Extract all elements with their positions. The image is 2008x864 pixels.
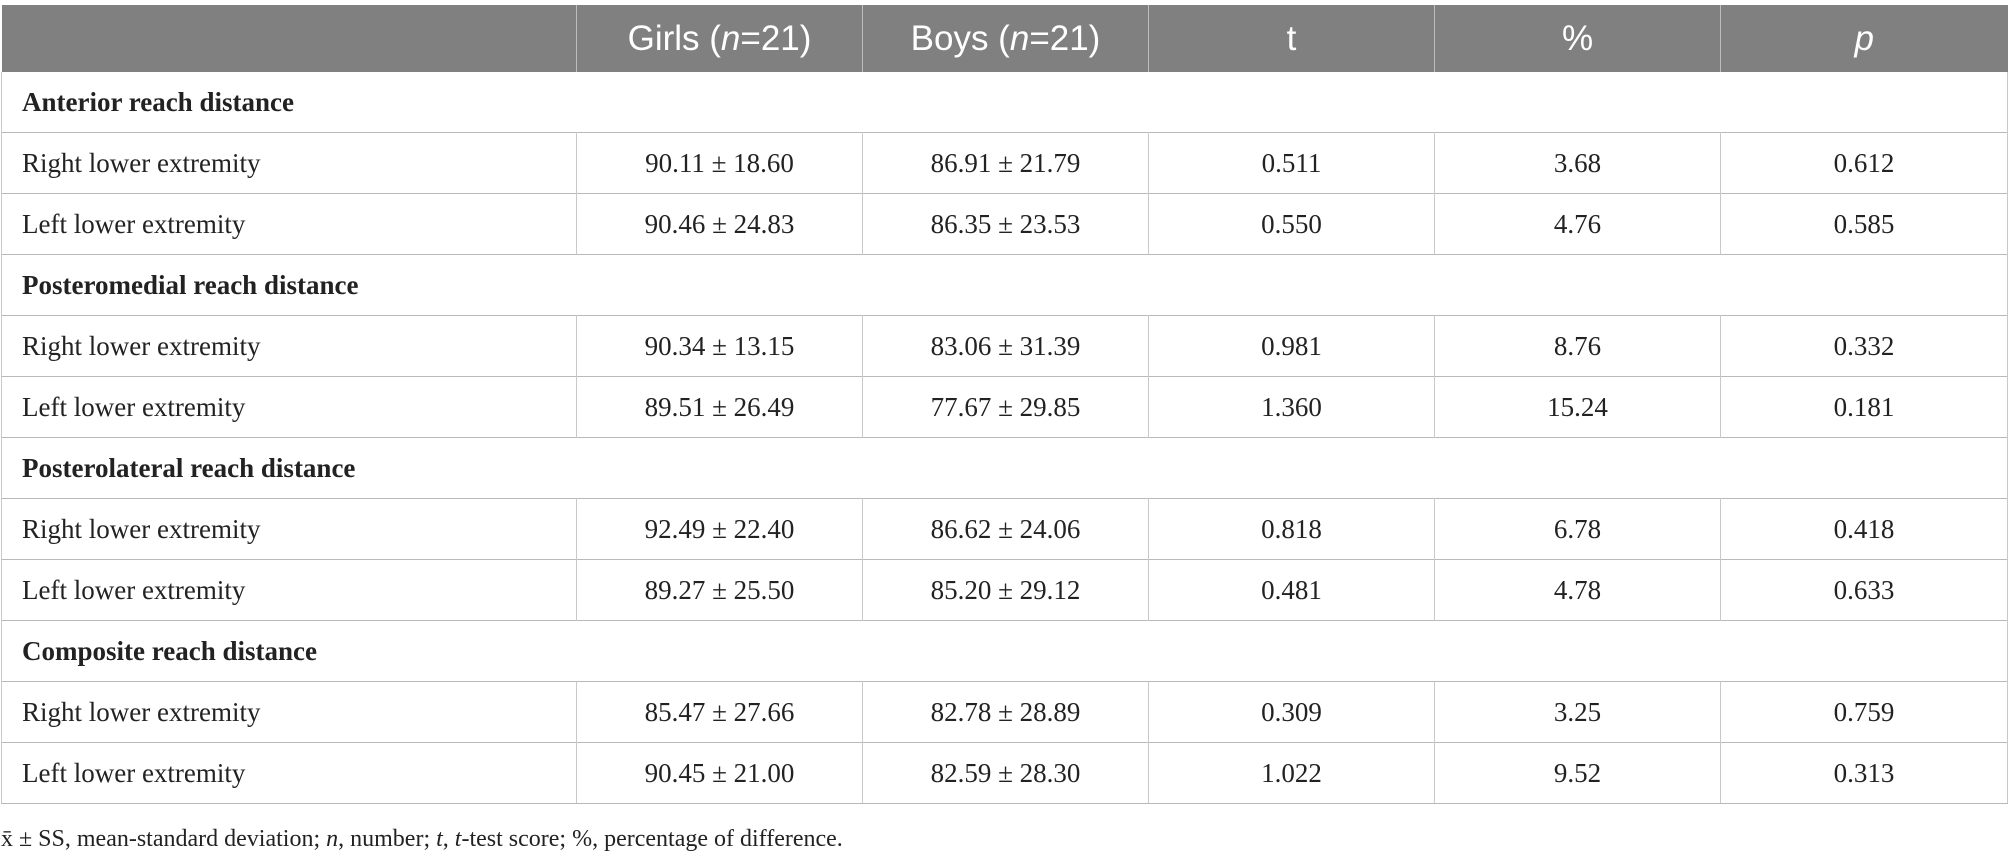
t-value: 0.818 bbox=[1148, 498, 1435, 560]
header-t: t bbox=[1148, 5, 1435, 72]
boys-value: 82.78 ± 28.89 bbox=[862, 681, 1149, 743]
section-title: Posteromedial reach distance bbox=[1, 254, 2008, 316]
t-value: 0.981 bbox=[1148, 315, 1435, 377]
footnote-part3: , bbox=[442, 826, 455, 852]
row-label: Left lower extremity bbox=[1, 559, 577, 621]
header-girls-suffix: =21) bbox=[740, 18, 812, 58]
footnote-n: n bbox=[326, 826, 339, 852]
table-row: Right lower extremity 90.34 ± 13.15 83.06 … bbox=[1, 315, 2008, 377]
table-row: Left lower extremity 89.51 ± 26.49 77.67 ±… bbox=[1, 376, 2008, 438]
boys-value: 82.59 ± 28.30 bbox=[862, 742, 1149, 804]
boys-value: 86.62 ± 24.06 bbox=[862, 498, 1149, 560]
row-label: Left lower extremity bbox=[1, 376, 577, 438]
header-p: p bbox=[1720, 5, 2008, 72]
girls-value: 92.49 ± 22.40 bbox=[576, 498, 863, 560]
p-value: 0.585 bbox=[1720, 193, 2008, 255]
section-title: Posterolateral reach distance bbox=[1, 437, 2008, 499]
header-boys: Boys (n=21) bbox=[862, 5, 1149, 72]
results-table: Girls (n=21) Boys (n=21) t % p Anterior … bbox=[1, 5, 2008, 804]
section-row: Composite reach distance bbox=[1, 620, 2008, 682]
t-value: 0.511 bbox=[1148, 132, 1435, 194]
table-row: Right lower extremity 85.47 ± 27.66 82.78 … bbox=[1, 681, 2008, 743]
p-value: 0.313 bbox=[1720, 742, 2008, 804]
p-value: 0.633 bbox=[1720, 559, 2008, 621]
footnote-part2: , number; bbox=[338, 826, 437, 852]
p-value: 0.759 bbox=[1720, 681, 2008, 743]
percent-value: 6.78 bbox=[1434, 498, 1721, 560]
p-value: 0.612 bbox=[1720, 132, 2008, 194]
footnote-part4: -test score; %, percentage of difference… bbox=[461, 826, 843, 852]
section-row: Posteromedial reach distance bbox=[1, 254, 2008, 316]
p-value: 0.418 bbox=[1720, 498, 2008, 560]
girls-value: 89.51 ± 26.49 bbox=[576, 376, 863, 438]
table-row: Left lower extremity 90.46 ± 24.83 86.35 ±… bbox=[1, 193, 2008, 255]
t-value: 1.022 bbox=[1148, 742, 1435, 804]
table-body: Anterior reach distance Right lower extre… bbox=[1, 72, 2008, 804]
p-value: 0.181 bbox=[1720, 376, 2008, 438]
header-girls-n: n bbox=[720, 18, 741, 58]
footnote-part1: x̄ ± SS, mean-standard deviation; bbox=[1, 826, 327, 852]
percent-value: 3.68 bbox=[1434, 132, 1721, 194]
table-row: Right lower extremity 92.49 ± 22.40 86.62 … bbox=[1, 498, 2008, 560]
percent-value: 4.78 bbox=[1434, 559, 1721, 621]
row-label: Left lower extremity bbox=[1, 742, 577, 804]
section-row: Anterior reach distance bbox=[1, 72, 2008, 133]
row-label: Left lower extremity bbox=[1, 193, 577, 255]
header-girls: Girls (n=21) bbox=[576, 5, 863, 72]
p-value: 0.332 bbox=[1720, 315, 2008, 377]
results-table-container: Girls (n=21) Boys (n=21) t % p Anterior … bbox=[1, 5, 2008, 804]
t-value: 0.309 bbox=[1148, 681, 1435, 743]
table-row: Right lower extremity 90.11 ± 18.60 86.91 … bbox=[1, 132, 2008, 194]
row-label: Right lower extremity bbox=[1, 315, 577, 377]
table-row: Left lower extremity 90.45 ± 21.00 82.59 ±… bbox=[1, 742, 2008, 804]
table-footnote: x̄ ± SS, mean-standard deviation; n, num… bbox=[1, 826, 843, 853]
header-boys-suffix: =21) bbox=[1029, 18, 1101, 58]
percent-value: 4.76 bbox=[1434, 193, 1721, 255]
girls-value: 89.27 ± 25.50 bbox=[576, 559, 863, 621]
header-boys-n: n bbox=[1009, 18, 1030, 58]
table-row: Left lower extremity 89.27 ± 25.50 85.20 ±… bbox=[1, 559, 2008, 621]
header-percent: % bbox=[1434, 5, 1721, 72]
row-label: Right lower extremity bbox=[1, 681, 577, 743]
boys-value: 77.67 ± 29.85 bbox=[862, 376, 1149, 438]
boys-value: 85.20 ± 29.12 bbox=[862, 559, 1149, 621]
footnote-t1: t bbox=[436, 826, 443, 852]
percent-value: 3.25 bbox=[1434, 681, 1721, 743]
row-label: Right lower extremity bbox=[1, 498, 577, 560]
row-label: Right lower extremity bbox=[1, 132, 577, 194]
girls-value: 90.34 ± 13.15 bbox=[576, 315, 863, 377]
percent-value: 15.24 bbox=[1434, 376, 1721, 438]
t-value: 0.481 bbox=[1148, 559, 1435, 621]
footnote-t2: t bbox=[454, 826, 462, 852]
girls-value: 90.11 ± 18.60 bbox=[576, 132, 863, 194]
boys-value: 86.35 ± 23.53 bbox=[862, 193, 1149, 255]
section-title: Composite reach distance bbox=[1, 620, 2008, 682]
girls-value: 90.45 ± 21.00 bbox=[576, 742, 863, 804]
section-title: Anterior reach distance bbox=[1, 72, 2008, 133]
header-blank-cell bbox=[1, 5, 577, 72]
header-row: Girls (n=21) Boys (n=21) t % p bbox=[1, 5, 2008, 72]
percent-value: 8.76 bbox=[1434, 315, 1721, 377]
percent-value: 9.52 bbox=[1434, 742, 1721, 804]
boys-value: 86.91 ± 21.79 bbox=[862, 132, 1149, 194]
girls-value: 85.47 ± 27.66 bbox=[576, 681, 863, 743]
boys-value: 83.06 ± 31.39 bbox=[862, 315, 1149, 377]
section-row: Posterolateral reach distance bbox=[1, 437, 2008, 499]
table-header: Girls (n=21) Boys (n=21) t % p bbox=[1, 5, 2008, 72]
t-value: 1.360 bbox=[1148, 376, 1435, 438]
girls-value: 90.46 ± 24.83 bbox=[576, 193, 863, 255]
t-value: 0.550 bbox=[1148, 193, 1435, 255]
header-girls-prefix: Girls ( bbox=[627, 18, 721, 58]
header-boys-prefix: Boys ( bbox=[910, 18, 1010, 58]
